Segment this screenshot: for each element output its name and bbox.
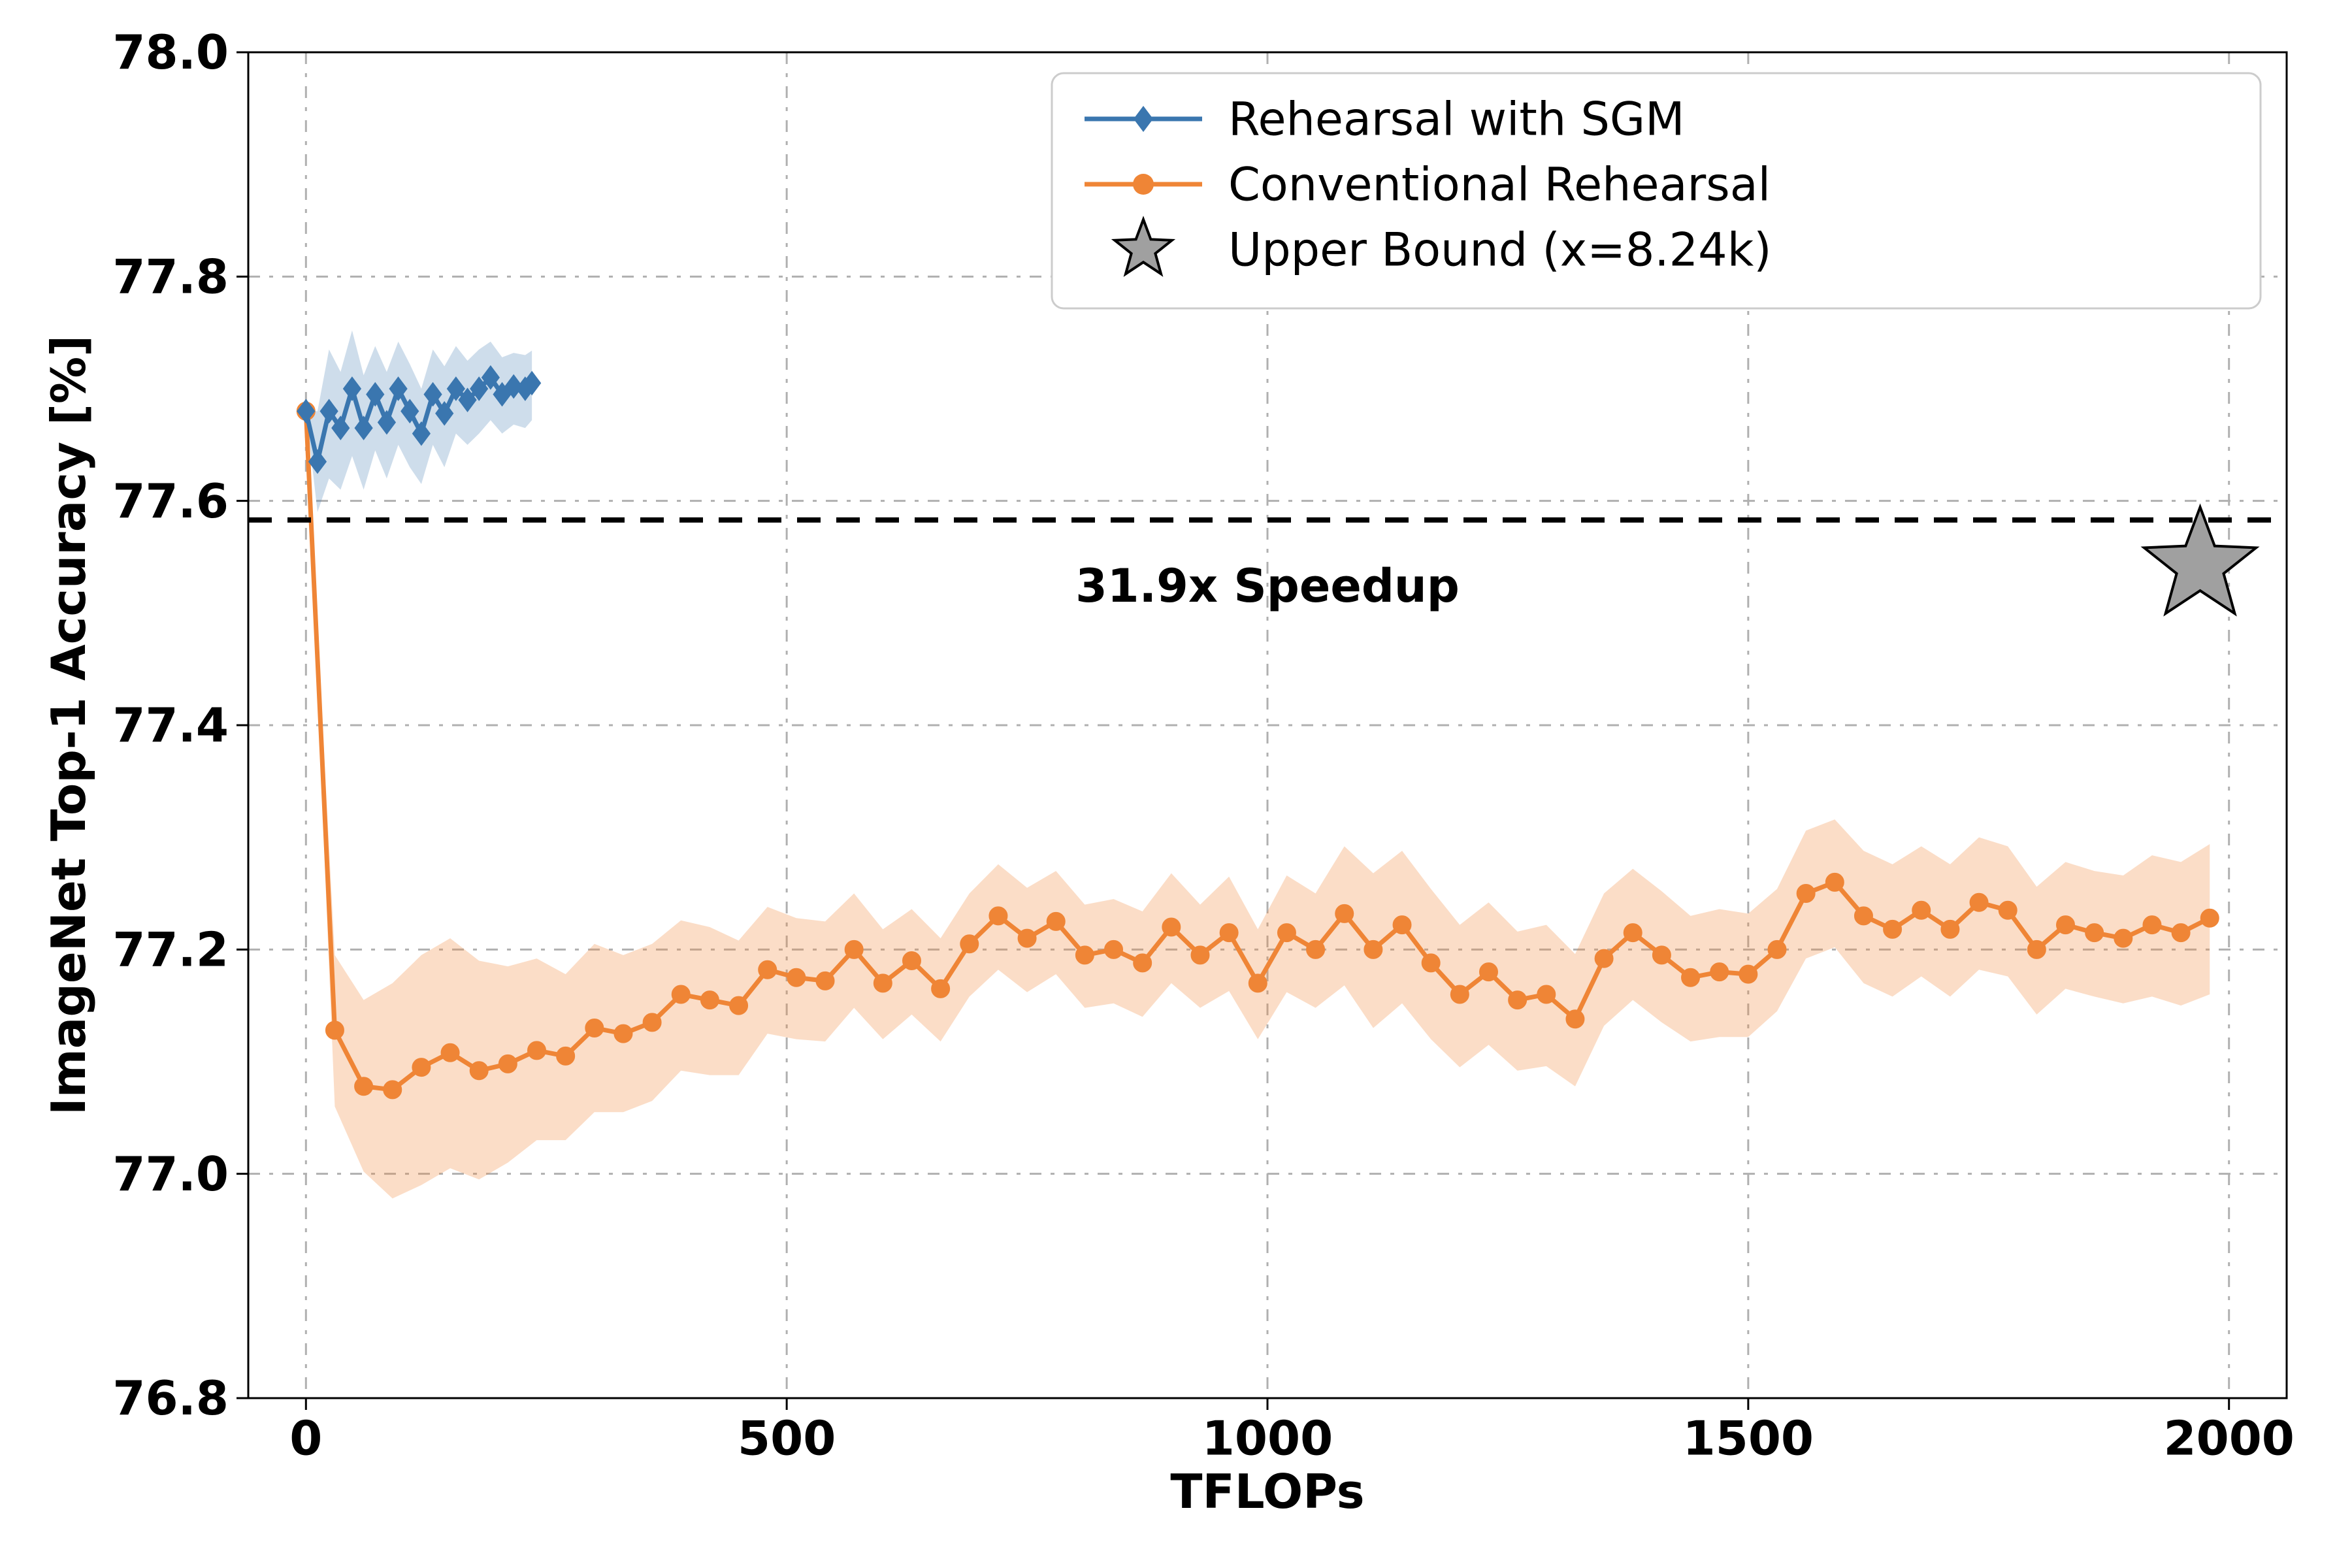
xtick-label: 1500 xyxy=(1683,1411,1814,1465)
ytick-label: 77.2 xyxy=(112,923,229,977)
speedup-annotation: 31.9x Speedup xyxy=(1075,559,1460,613)
ytick-label: 77.6 xyxy=(112,474,229,529)
legend-label: Rehearsal with SGM xyxy=(1228,93,1685,146)
xtick-label: 500 xyxy=(738,1411,836,1465)
xtick-label: 0 xyxy=(289,1411,322,1465)
legend-label: Conventional Rehearsal xyxy=(1228,158,1771,212)
chart-svg: 31.9x Speedup 0 500 1000 1500 2000 76.8 77.0 77.… xyxy=(0,0,2352,1568)
ytick-label: 78.0 xyxy=(112,25,229,80)
chart-container: 31.9x Speedup 0 500 1000 1500 2000 76.8 77.0 77.… xyxy=(0,0,2352,1568)
y-axis-label: ImageNet Top-1 Accuracy [%] xyxy=(41,335,96,1115)
ytick-label: 76.8 xyxy=(112,1371,229,1426)
ytick-label: 77.8 xyxy=(112,250,229,304)
legend-label: Upper Bound (x=8.24k) xyxy=(1228,223,1772,277)
ytick-label: 77.0 xyxy=(112,1147,229,1201)
xtick-label: 2000 xyxy=(2164,1411,2295,1465)
xtick-label: 1000 xyxy=(1202,1411,1333,1465)
legend: Rehearsal with SGM Conventional Rehearsal… xyxy=(1052,73,2261,308)
x-axis-label: TFLOPs xyxy=(1170,1464,1364,1519)
ytick-label: 77.4 xyxy=(112,698,229,753)
